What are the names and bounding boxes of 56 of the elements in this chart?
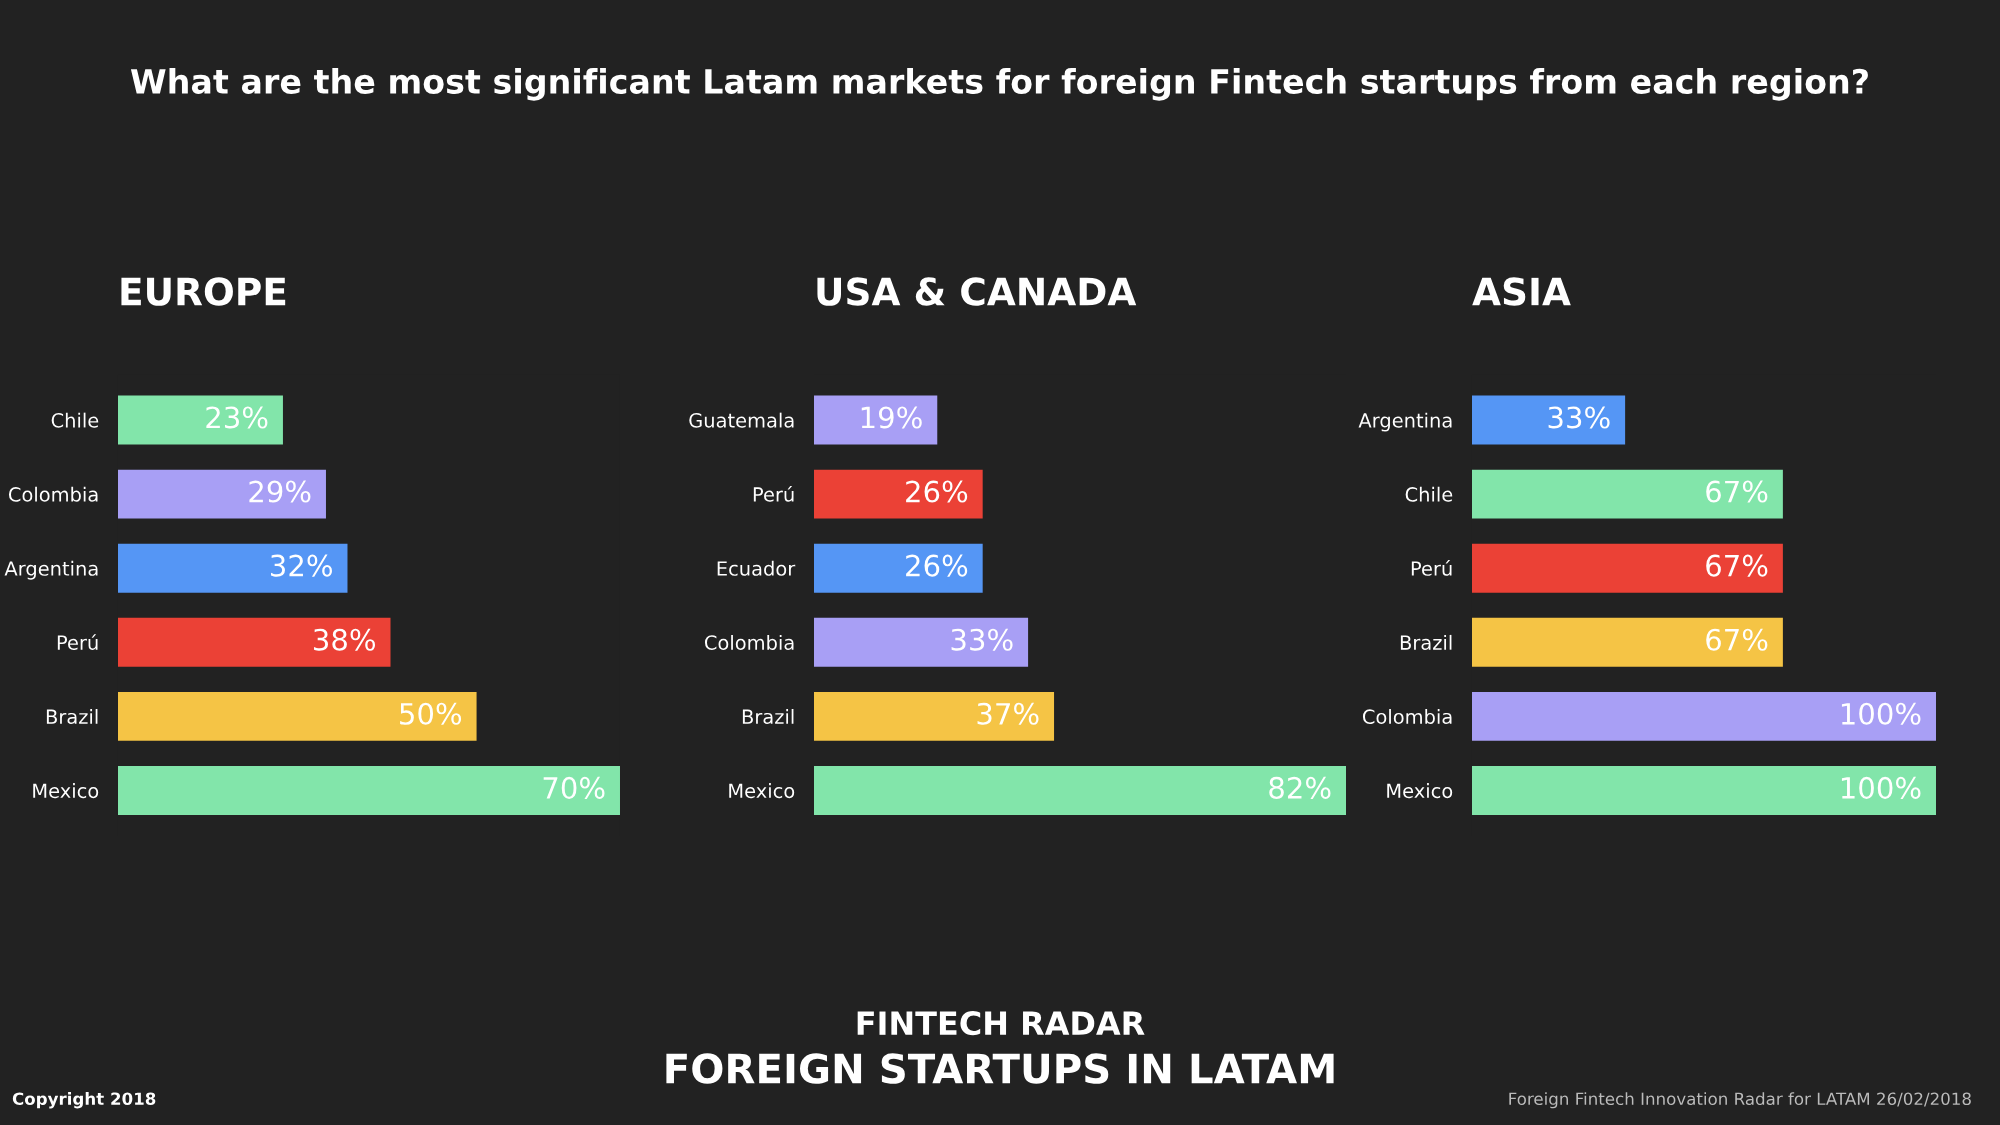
y-tick-label: Ecuador xyxy=(717,560,796,576)
bar xyxy=(118,543,348,593)
data-label: 82% xyxy=(1269,776,1331,799)
data-label: 33% xyxy=(1548,406,1610,429)
data-label: 100% xyxy=(1841,776,1921,799)
data-label: 67% xyxy=(1706,554,1768,577)
bar xyxy=(814,691,1055,741)
bar xyxy=(814,766,1346,815)
y-tick-label: Argentina xyxy=(4,560,98,580)
y-tick-label: Chile xyxy=(1405,486,1453,502)
y-tick-label: Colombia xyxy=(1362,708,1452,725)
data-label: 33% xyxy=(951,628,1013,651)
y-tick-label: Colombia xyxy=(704,634,794,650)
chart-title: USA & CANADA xyxy=(817,277,1137,306)
data-label: 26% xyxy=(906,554,968,577)
data-label: 38% xyxy=(314,628,376,651)
y-tick-label: Guatemala xyxy=(689,412,794,428)
text: Foreign Fintech Innovation Radar for LATAM 26/02/2018 xyxy=(1509,1092,1971,1109)
text: FOREIGN STARTUPS IN LATAM xyxy=(666,1053,1334,1084)
y-tick-label: Colombia xyxy=(8,486,98,502)
bar xyxy=(118,617,391,667)
bar xyxy=(118,395,283,445)
data-label: 67% xyxy=(1706,628,1768,651)
y-tick-label: Mexico xyxy=(729,783,795,799)
y-tick-label: Perú xyxy=(753,485,794,502)
data-label: 29% xyxy=(249,480,311,503)
chart-title: EUROPE xyxy=(121,277,286,306)
chart-title: ASIA xyxy=(1472,277,1571,306)
data-label: 50% xyxy=(400,702,462,725)
y-tick-label: Chile xyxy=(51,412,99,428)
bar xyxy=(814,395,938,445)
y-tick-label: Brazil xyxy=(46,708,98,725)
bar xyxy=(118,469,326,519)
y-tick-label: Argentina xyxy=(1358,412,1452,432)
y-tick-label: Perú xyxy=(1411,560,1452,576)
y-tick-label: Perú xyxy=(57,634,98,650)
data-label: 23% xyxy=(206,406,268,429)
y-tick-label: Brazil xyxy=(1400,634,1452,650)
text: Copyright 2018 xyxy=(12,1092,156,1109)
data-label: 37% xyxy=(977,702,1039,725)
data-label: 70% xyxy=(543,776,605,799)
text: What are the most significant Latam markets for foreign Fintech startups from each region? xyxy=(130,68,1868,101)
bar xyxy=(814,617,1029,667)
bar xyxy=(118,766,620,815)
data-label: 67% xyxy=(1706,480,1768,503)
bar xyxy=(118,691,477,741)
data-label: 19% xyxy=(861,406,922,429)
text: FINTECH RADAR xyxy=(857,1011,1145,1036)
data-label: 100% xyxy=(1841,702,1921,725)
y-tick-label: Mexico xyxy=(33,783,99,799)
data-label: 26% xyxy=(906,480,968,503)
bar xyxy=(814,543,983,593)
bar xyxy=(814,469,983,519)
data-label: 32% xyxy=(270,554,332,577)
y-tick-label: Brazil xyxy=(742,708,794,725)
y-tick-label: Mexico xyxy=(1387,783,1453,799)
